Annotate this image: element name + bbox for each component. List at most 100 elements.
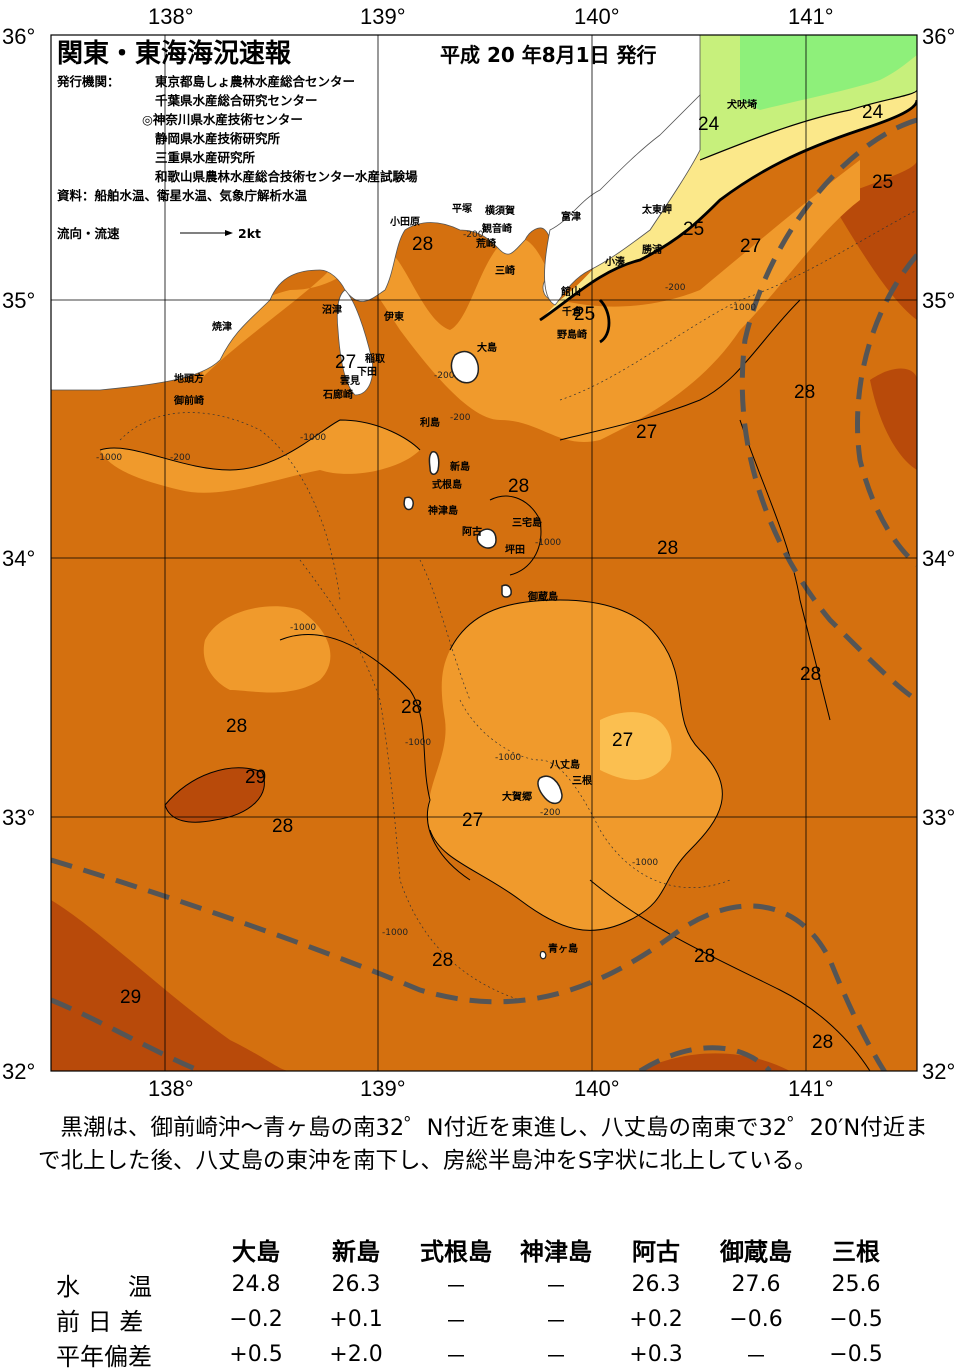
table-cell: 27.6 [731,1272,781,1297]
zone-27-west-mid [203,606,331,693]
depth-label: -200 [463,230,484,240]
depth-label: -1000 [495,753,521,763]
place-label: 焼津 [212,320,232,333]
depth-label: -1000 [405,738,431,748]
place-label: 沼津 [322,303,342,316]
depth-labels: -200 -200 -200 -200 -200 -1000 -1000 -10… [96,230,756,938]
issuer-name: 東京都島しょ農林水産総合センター [155,74,355,89]
isotherm-label: 28 [800,664,821,685]
column-header: 三根 [832,1238,880,1266]
isotherm-label: 27 [636,422,657,443]
zone-29-east [870,368,917,470]
place-label: 大賀郷 [502,790,532,803]
map-frame [50,34,918,1072]
current-legend-label: 流向・流速 [57,226,120,241]
place-label: 三根 [572,774,592,787]
place-label: 稲取 [365,352,386,365]
zone-27-coast [200,160,860,443]
place-label: 雲見 [340,375,360,387]
column-header: 御蔵島 [720,1238,792,1266]
place-label: 平塚 [452,202,472,215]
isotherm-label: 27 [462,810,483,831]
isotherm-label: 27 [740,236,761,257]
place-label: 横須賀 [485,204,515,217]
column-header: 新島 [332,1238,380,1266]
place-names: 小田原 平塚 横須賀 観音崎 荒崎 三崎 富津 太東岬 犬吠埼 勝浦 小湊 館山… [173,98,757,955]
place-label: 千倉 [562,305,583,318]
table-row: 水 温 24.8 26.3 － － 26.3 27.6 25.6 [56,1267,906,1302]
table-cell: +2.0 [329,1342,383,1367]
table-header-row: 大島 新島 式根島 神津島 阿古 御蔵島 三根 [56,1232,906,1267]
issuer-name: 三重県水産研究所 [155,150,256,165]
lon-label-top: 141° [788,4,834,29]
place-label: 新島 [450,460,470,473]
isotherm-label: 28 [401,697,422,718]
place-label: 富津 [561,210,581,223]
table-cell: +0.5 [229,1342,283,1367]
depth-label: -200 [540,808,561,818]
issuer-label: 発行機関： [56,74,120,89]
lon-label-top: 138° [148,4,194,29]
isotherm-label: 29 [245,767,266,788]
table-row: 平年偏差 +0.5 +2.0 － － +0.3 － −0.5 [56,1337,906,1372]
place-label: 青ヶ島 [548,942,578,955]
lat-label-right: 36° [922,24,955,49]
issuer-name: 千葉県水産総合研究センター [155,93,318,108]
depth-label: -200 [434,371,455,381]
zone-23 [740,35,917,110]
place-label: 野島崎 [557,328,587,341]
lon-label-bottom: 139° [360,1076,406,1100]
place-label: 三崎 [495,264,515,277]
depth-label: -1000 [290,623,316,633]
island-mikura [501,584,512,598]
table-row: 前 日 差 −0.2 +0.1 － － +0.2 −0.6 −0.5 [56,1302,906,1337]
kuroshio-axis [51,117,917,1071]
row-label: 水 温 [56,1273,152,1301]
axis-labels: 138° 139° 140° 141° 138° 139° 140° 141° … [2,4,955,1100]
table-cell: 25.6 [831,1272,881,1297]
issuer-name: 和歌山県農林水産総合技術センター水産試験場 [154,169,418,184]
isotherm-label: 28 [432,950,453,971]
depth-label: -200 [665,283,686,293]
isotherm-lines [99,299,871,1071]
island-aogashima [539,950,547,960]
place-label: 小湊 [604,255,626,268]
place-label: 御前崎 [173,394,204,407]
table-cell: −0.6 [729,1307,783,1332]
table-cell: 26.3 [331,1272,381,1297]
table-cell: － [544,1274,567,1300]
land-izu [336,289,374,396]
place-label: 三宅島 [512,516,542,529]
isotherm-label: 28 [657,538,678,559]
lat-label-right: 33° [922,805,955,830]
place-label: 館山 [560,285,581,298]
depth-label: -1000 [382,928,408,938]
column-header: 阿古 [632,1238,680,1266]
data-source: 資料：船舶水温、衛星水温、気象庁解析水温 [57,188,308,203]
isotherm-label: 29 [120,987,141,1008]
place-label: 八丈島 [549,758,580,771]
issuer-list: 発行機関： 東京都島しょ農林水産総合センター 千葉県水産総合研究センター ◎神奈… [56,74,418,241]
table-cell: － [444,1309,467,1335]
lat-label-left: 32° [2,1059,35,1084]
isotherm-label: 27 [612,730,633,751]
isotherm-label: 28 [794,382,815,403]
summary-text: 黒潮は、御前崎沖～青ヶ島の南32゜N付近を東進し、八丈島の南東で32゜20′N付… [38,1115,928,1174]
depth-label: -200 [450,413,471,423]
place-label: 地頭方 [174,372,204,385]
place-label: 坪田 [505,543,525,556]
kuroshio-summary: 黒潮は、御前崎沖～青ヶ島の南32゜N付近を東進し、八丈島の南東で32゜20′N付… [38,1112,938,1178]
island-niijima [428,451,440,475]
table-cell: −0.5 [829,1307,883,1332]
place-label: 荒崎 [475,237,496,250]
zone-26-central [600,712,672,780]
isotherm-label: 24 [698,114,720,135]
place-label: 神津島 [428,504,458,517]
place-label: 伊東 [383,310,404,323]
zone-29-southwest [51,900,290,1071]
isotherm-label: 28 [412,234,433,255]
table-cell: － [744,1344,767,1370]
depth-label: -1000 [535,538,561,548]
table-cell: +0.2 [629,1307,683,1332]
map-grid [51,35,917,1071]
